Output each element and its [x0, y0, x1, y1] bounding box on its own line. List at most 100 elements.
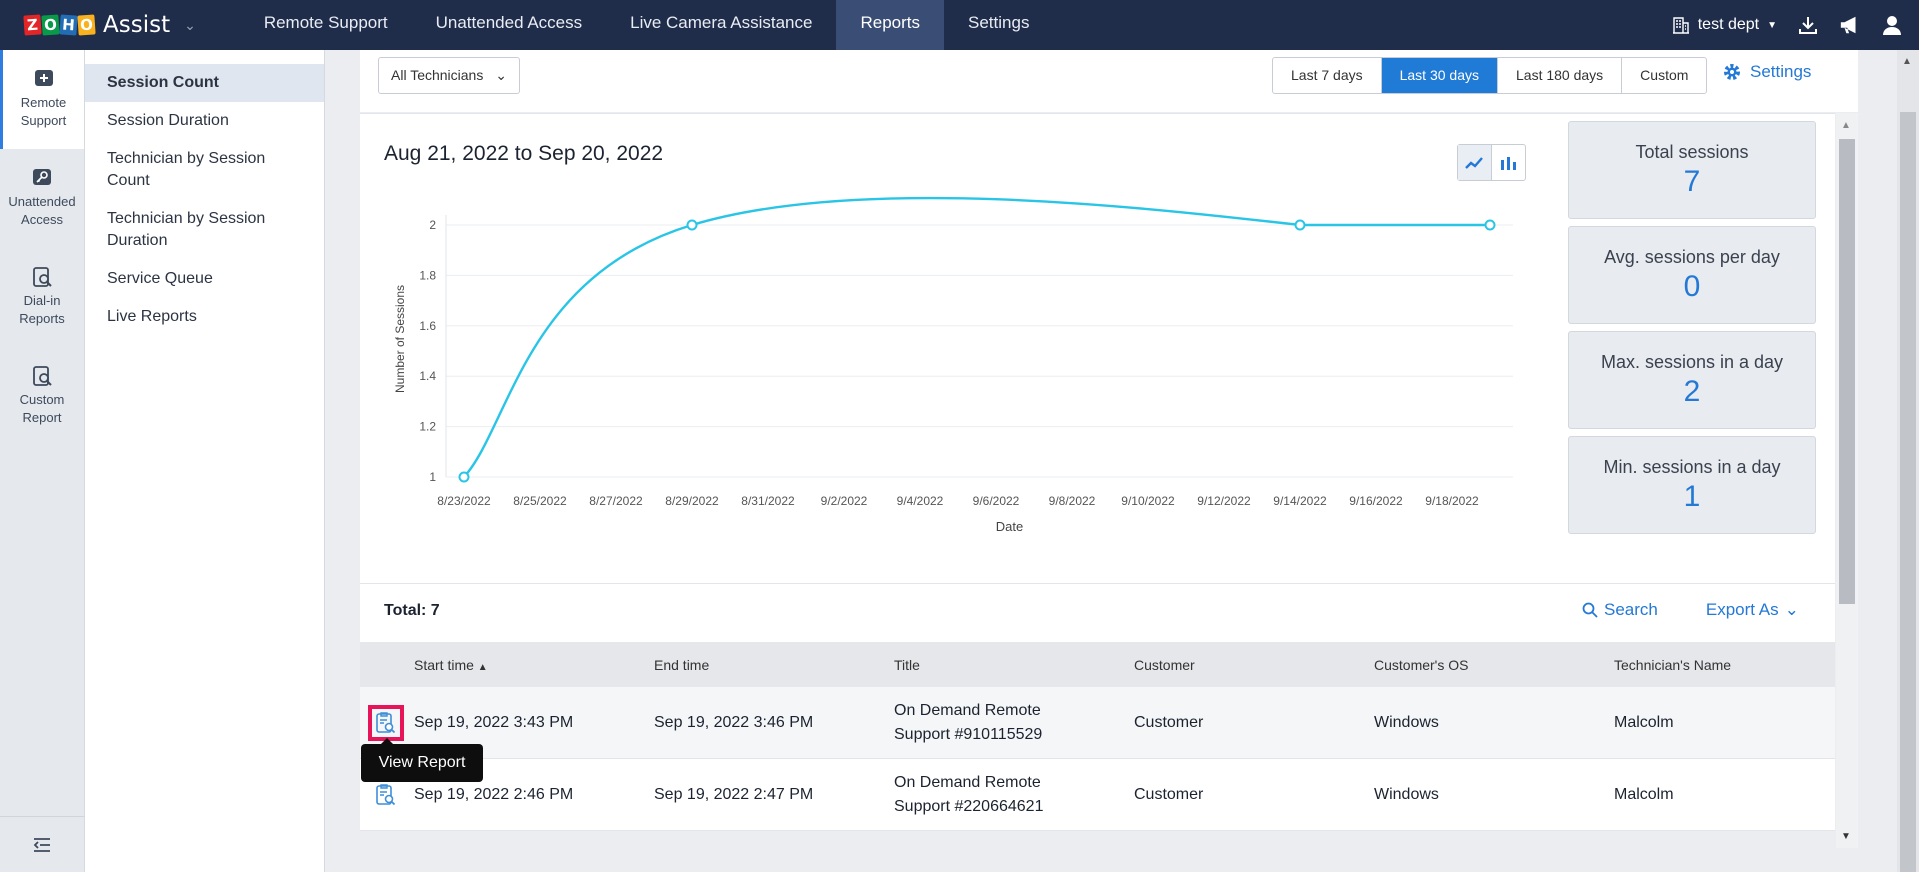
- y-tick-label: 1.8: [419, 268, 436, 282]
- product-name: Assist: [103, 12, 171, 38]
- tab-remote-support[interactable]: Remote Support: [263, 13, 388, 32]
- caret-down-icon: ▼: [1767, 19, 1777, 31]
- stat-min-sessions: Min. sessions in a day 1: [1568, 436, 1816, 534]
- building-icon: [1672, 17, 1689, 34]
- stat-total-sessions: Total sessions 7: [1568, 121, 1816, 219]
- data-point: [1484, 219, 1496, 231]
- chevron-down-icon: ⌄: [1784, 600, 1799, 619]
- tab-reports[interactable]: Reports: [836, 0, 945, 50]
- x-tick-label: 9/14/2022: [1273, 494, 1327, 508]
- table-row[interactable]: Sep 19, 2022 2:46 PM Sep 19, 2022 2:47 P…: [360, 759, 1835, 831]
- chevron-down-icon: ⌄: [495, 67, 507, 83]
- gear-icon: [1724, 64, 1740, 80]
- cell-start-time: Sep 19, 2022 3:43 PM: [414, 714, 574, 731]
- table-header: Start time ▲ End time Title Customer Cus…: [360, 642, 1835, 687]
- export-dropdown[interactable]: Export As ⌄: [1705, 600, 1799, 619]
- line-chart-icon: [1465, 156, 1484, 169]
- subnav-session-count[interactable]: Session Count: [85, 64, 324, 102]
- stat-max-sessions: Max. sessions in a day 2: [1568, 331, 1816, 429]
- range-last-7-days[interactable]: Last 7 days: [1273, 58, 1382, 93]
- sort-asc-icon: ▲: [477, 661, 488, 673]
- sessions-table-panel: Total: 7 Search Export As ⌄ Start time ▲…: [360, 583, 1835, 831]
- collapse-sidebar-button[interactable]: [0, 816, 84, 872]
- series-line: [463, 196, 1490, 478]
- rail-item-remote-support[interactable]: Remote Support: [0, 50, 84, 149]
- bar-chart-button[interactable]: [1492, 145, 1526, 180]
- download-icon[interactable]: [1797, 14, 1819, 36]
- collapse-menu-icon: [33, 837, 50, 852]
- y-tick-label: 2: [429, 218, 436, 232]
- y-axis-label: Number of Sessions: [393, 285, 407, 393]
- session-count-chart: 1 1.2 1.4 1.6 1.8 2 8/23/2022 8/25/2022 8/27/202…: [393, 196, 1513, 534]
- x-tick-label: 9/16/2022: [1349, 494, 1403, 508]
- column-end-time[interactable]: End time: [654, 656, 710, 673]
- user-profile-icon[interactable]: [1881, 14, 1903, 36]
- subnav-technician-by-session-duration[interactable]: Technician by Session Duration: [107, 210, 266, 249]
- top-right-actions: test dept ▼: [1672, 0, 1903, 50]
- x-axis-label: Date: [996, 519, 1023, 534]
- bar-chart-icon: [1501, 156, 1517, 170]
- rail-item-dial-in-reports[interactable]: Dial-in Reports: [0, 248, 84, 347]
- cell-technician: Malcolm: [1614, 786, 1674, 803]
- subnav-technician-by-session-count[interactable]: Technician by Session Count: [107, 150, 266, 189]
- range-last-180-days[interactable]: Last 180 days: [1498, 58, 1623, 93]
- cell-os: Windows: [1374, 786, 1439, 803]
- cell-start-time: Sep 19, 2022 2:46 PM: [414, 786, 574, 803]
- summary-stats: Total sessions 7 Avg. sessions per day 0…: [1568, 121, 1816, 541]
- left-icon-rail: Remote Support Unattended Access Dial-in…: [0, 50, 85, 872]
- range-custom[interactable]: Custom: [1640, 67, 1689, 83]
- announcement-icon[interactable]: [1839, 14, 1861, 36]
- tab-unattended-access[interactable]: Unattended Access: [435, 13, 583, 32]
- cell-customer: Customer: [1134, 786, 1204, 803]
- tab-live-camera-assistance[interactable]: Live Camera Assistance: [630, 13, 813, 32]
- column-customer-os[interactable]: Customer's OS: [1374, 656, 1469, 673]
- column-technician-name[interactable]: Technician's Name: [1614, 656, 1732, 673]
- scroll-down-arrow-icon[interactable]: ▼: [1841, 831, 1851, 842]
- subnav-live-reports[interactable]: Live Reports: [107, 308, 197, 325]
- report-search-icon: [33, 267, 52, 287]
- range-last-30-days[interactable]: Last 30 days: [1381, 58, 1498, 93]
- page-scrollbar[interactable]: ▲: [1897, 50, 1919, 872]
- column-title[interactable]: Title: [894, 656, 920, 673]
- chart-type-toggle: [1457, 144, 1526, 181]
- org-switcher[interactable]: test dept ▼: [1672, 16, 1777, 34]
- search-button[interactable]: Search: [1582, 600, 1658, 620]
- main-tabs: Remote Support Unattended Access Live Ca…: [240, 0, 1054, 50]
- scrollbar-thumb[interactable]: [1900, 112, 1916, 872]
- cell-technician: Malcolm: [1614, 714, 1674, 731]
- x-tick-label: 9/18/2022: [1425, 494, 1479, 508]
- plus-icon: [34, 70, 53, 86]
- scroll-up-arrow-icon[interactable]: ▲: [1902, 56, 1912, 67]
- tab-settings[interactable]: Settings: [968, 13, 1030, 32]
- rail-item-unattended-access[interactable]: Unattended Access: [0, 149, 84, 248]
- chevron-down-icon[interactable]: ⌄: [184, 16, 196, 33]
- x-tick-label: 9/6/2022: [973, 494, 1020, 508]
- x-tick-label: 8/31/2022: [741, 494, 795, 508]
- line-chart-button[interactable]: [1458, 145, 1492, 180]
- cell-title: On Demand Remote Support #910115529: [894, 702, 1043, 743]
- y-tick-label: 1.2: [419, 420, 436, 434]
- view-report-button[interactable]: [368, 705, 404, 741]
- key-icon: [33, 169, 51, 185]
- scrollbar-thumb[interactable]: [1839, 139, 1855, 604]
- report-search-icon: [376, 784, 396, 806]
- x-tick-label: 9/8/2022: [1049, 494, 1096, 508]
- column-start-time[interactable]: Start time ▲: [414, 656, 488, 673]
- column-customer[interactable]: Customer: [1134, 656, 1195, 673]
- report-settings-link[interactable]: Settings: [1722, 62, 1811, 82]
- scroll-up-arrow-icon[interactable]: ▲: [1841, 120, 1851, 131]
- report-search-icon: [33, 366, 52, 386]
- x-tick-label: 9/2/2022: [821, 494, 868, 508]
- subnav-session-duration[interactable]: Session Duration: [107, 112, 229, 129]
- table-actions: Search Export As ⌄: [1582, 600, 1799, 620]
- subnav-service-queue[interactable]: Service Queue: [107, 270, 213, 287]
- rail-item-custom-report[interactable]: Custom Report: [0, 347, 84, 446]
- y-tick-label: 1.4: [419, 369, 436, 383]
- table-row[interactable]: Sep 19, 2022 3:43 PM Sep 19, 2022 3:46 P…: [360, 687, 1835, 759]
- content-scrollbar[interactable]: ▲ ▼: [1836, 113, 1858, 848]
- technician-filter-select[interactable]: All Technicians ⌄: [378, 57, 520, 94]
- view-report-button[interactable]: [368, 777, 404, 813]
